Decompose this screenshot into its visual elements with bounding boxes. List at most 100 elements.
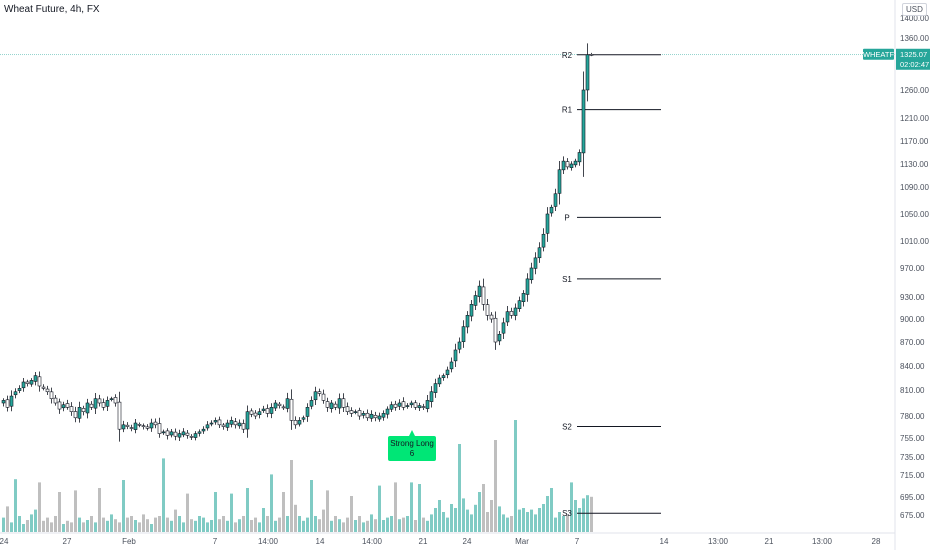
volume-bar bbox=[514, 420, 517, 532]
candle-body bbox=[289, 398, 294, 421]
volume-bar bbox=[330, 520, 333, 532]
candle-body bbox=[73, 411, 78, 419]
volume-bar bbox=[286, 516, 289, 532]
candle-body bbox=[285, 398, 290, 409]
candle-body bbox=[513, 307, 518, 316]
volume-bar bbox=[98, 488, 101, 532]
candle-body bbox=[373, 415, 378, 419]
volume-bar bbox=[386, 517, 389, 532]
volume-bar bbox=[82, 522, 85, 532]
volume-bar bbox=[114, 519, 117, 532]
candle-body bbox=[25, 381, 30, 384]
volume-bar bbox=[550, 488, 553, 532]
volume-bar bbox=[138, 522, 141, 532]
volume-bar bbox=[190, 519, 193, 532]
candle-body bbox=[349, 410, 354, 414]
volume-bar bbox=[94, 522, 97, 532]
volume-bar bbox=[366, 520, 369, 532]
price-tick-label: 900.00 bbox=[900, 315, 925, 324]
volume-bar bbox=[14, 479, 17, 532]
volume-bar bbox=[418, 484, 421, 532]
candle-body bbox=[573, 160, 578, 166]
candle-body bbox=[533, 257, 538, 269]
volume-bar bbox=[238, 519, 241, 532]
candle-body bbox=[93, 398, 98, 409]
volume-bar bbox=[450, 504, 453, 532]
volume-bar bbox=[146, 519, 149, 532]
time-tick-label: 14 bbox=[660, 537, 669, 546]
volume-bar bbox=[430, 514, 433, 532]
candle-body bbox=[153, 421, 158, 426]
volume-bar bbox=[58, 492, 61, 532]
volume-bar bbox=[494, 440, 497, 532]
volume-bar bbox=[486, 512, 489, 532]
volume-bar bbox=[482, 484, 485, 532]
candle-body bbox=[377, 415, 382, 420]
volume-bar bbox=[442, 512, 445, 532]
strong-long-signal[interactable]: Strong Long 6 bbox=[388, 430, 436, 461]
volume-bar bbox=[70, 522, 73, 532]
bar-countdown: 02:02:47 bbox=[900, 60, 929, 69]
price-tick-label: 840.00 bbox=[900, 362, 925, 371]
candle-body bbox=[353, 411, 358, 413]
candle-body bbox=[213, 420, 218, 423]
volume-bar bbox=[534, 514, 537, 532]
volume-bar bbox=[378, 485, 381, 532]
candle-body bbox=[189, 436, 194, 438]
volume-bar bbox=[126, 517, 129, 532]
candle-body bbox=[265, 408, 270, 414]
volume-bar bbox=[570, 482, 573, 532]
price-tick-label: 1170.00 bbox=[900, 137, 929, 146]
candle-body bbox=[381, 413, 386, 418]
volume-bar bbox=[166, 517, 169, 532]
candle-body bbox=[301, 417, 306, 420]
volume-bar bbox=[302, 520, 305, 532]
candle-body bbox=[181, 431, 186, 436]
candle-body bbox=[209, 422, 214, 425]
volume-bar bbox=[274, 520, 277, 532]
candle-body bbox=[241, 423, 246, 430]
candle-body bbox=[237, 422, 242, 427]
candle-body bbox=[129, 427, 134, 429]
candle-body bbox=[561, 160, 566, 171]
volume-bar bbox=[174, 509, 177, 532]
candle-body bbox=[177, 433, 182, 438]
time-tick-label: 14 bbox=[316, 537, 325, 546]
candle-body bbox=[101, 402, 106, 408]
volume-bars bbox=[2, 420, 593, 532]
price-tick-label: 755.00 bbox=[900, 434, 925, 443]
candle-body bbox=[549, 206, 554, 214]
candle-body bbox=[541, 233, 546, 248]
price-tick-label: 930.00 bbox=[900, 293, 925, 302]
price-axis[interactable]: 675.00 695.00 715.00 735.00 755.00 780.00 810.… bbox=[900, 14, 929, 520]
candle-body bbox=[465, 315, 470, 328]
price-tick-label: 970.00 bbox=[900, 264, 925, 273]
volume-bar bbox=[134, 520, 137, 532]
candle-body bbox=[49, 391, 54, 399]
volume-bar bbox=[438, 500, 441, 532]
candle-body bbox=[389, 404, 394, 410]
currency-button[interactable]: USD bbox=[902, 3, 927, 16]
candle-body bbox=[417, 405, 422, 409]
candle-body bbox=[553, 193, 558, 207]
time-axis[interactable]: 24 27 Feb 7 14:00 14 14:00 21 24 Mar 7 14 13:00 21 13:… bbox=[0, 537, 881, 546]
time-tick-label: Feb bbox=[122, 537, 136, 546]
symbol-tag bbox=[863, 48, 894, 60]
volume-bar bbox=[246, 488, 249, 532]
candle-body bbox=[577, 152, 582, 163]
candle-body bbox=[161, 431, 166, 434]
volume-bar bbox=[382, 520, 385, 532]
volume-bar bbox=[466, 509, 469, 532]
candle-body bbox=[261, 408, 266, 411]
volume-bar bbox=[226, 520, 229, 532]
candle-body bbox=[569, 163, 574, 168]
volume-bar bbox=[310, 480, 313, 532]
volume-bar bbox=[458, 444, 461, 532]
candle-body bbox=[45, 388, 50, 393]
volume-bar bbox=[122, 480, 125, 532]
price-tick-label: 1210.00 bbox=[900, 114, 929, 123]
volume-bar bbox=[422, 517, 425, 532]
volume-bar bbox=[410, 482, 413, 532]
candle-body bbox=[473, 295, 478, 306]
